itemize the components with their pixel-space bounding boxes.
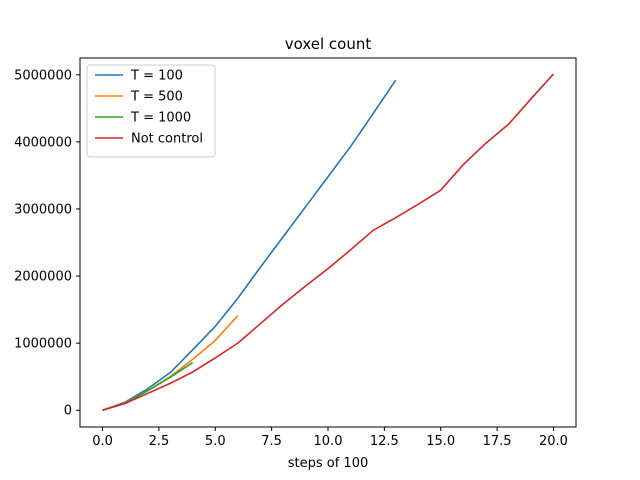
x-axis-label: steps of 100 [288,456,369,471]
x-tick-label: 2.5 [149,434,170,449]
x-tick-label: 20.0 [539,434,568,449]
series-line-3 [102,73,555,411]
y-tick-label: 2000000 [14,270,72,285]
y-tick-label: 1000000 [14,337,72,352]
legend-label: T = 100 [130,69,183,84]
x-tick-label: 0.0 [92,434,113,449]
legend-box [86,64,216,158]
y-tick-label: 0 [64,404,72,419]
x-tick-label: 15.0 [426,434,455,449]
x-axis-ticks: 0.0 2.5 5.0 7.5 10.0 12.5 15.0 17.5 20.0 [92,427,568,449]
chart-title: voxel count [285,35,372,53]
x-tick-label: 12.5 [370,434,399,449]
y-tick-label: 3000000 [14,202,72,217]
x-tick-label: 10.0 [314,434,343,449]
y-tick-label: 4000000 [14,135,72,150]
x-tick-label: 17.5 [483,434,512,449]
legend: T = 100 T = 500 T = 1000 Not control [86,64,216,158]
legend-label: Not control [131,132,203,147]
y-tick-label: 5000000 [14,68,72,83]
legend-label: T = 1000 [130,111,191,126]
legend-label: T = 500 [130,90,183,105]
x-tick-label: 7.5 [261,434,282,449]
series-layer [102,73,555,411]
series-line-0 [102,79,397,411]
y-axis-ticks: 0 1000000 2000000 3000000 4000000 5000000 [14,68,80,419]
x-tick-label: 5.0 [205,434,226,449]
